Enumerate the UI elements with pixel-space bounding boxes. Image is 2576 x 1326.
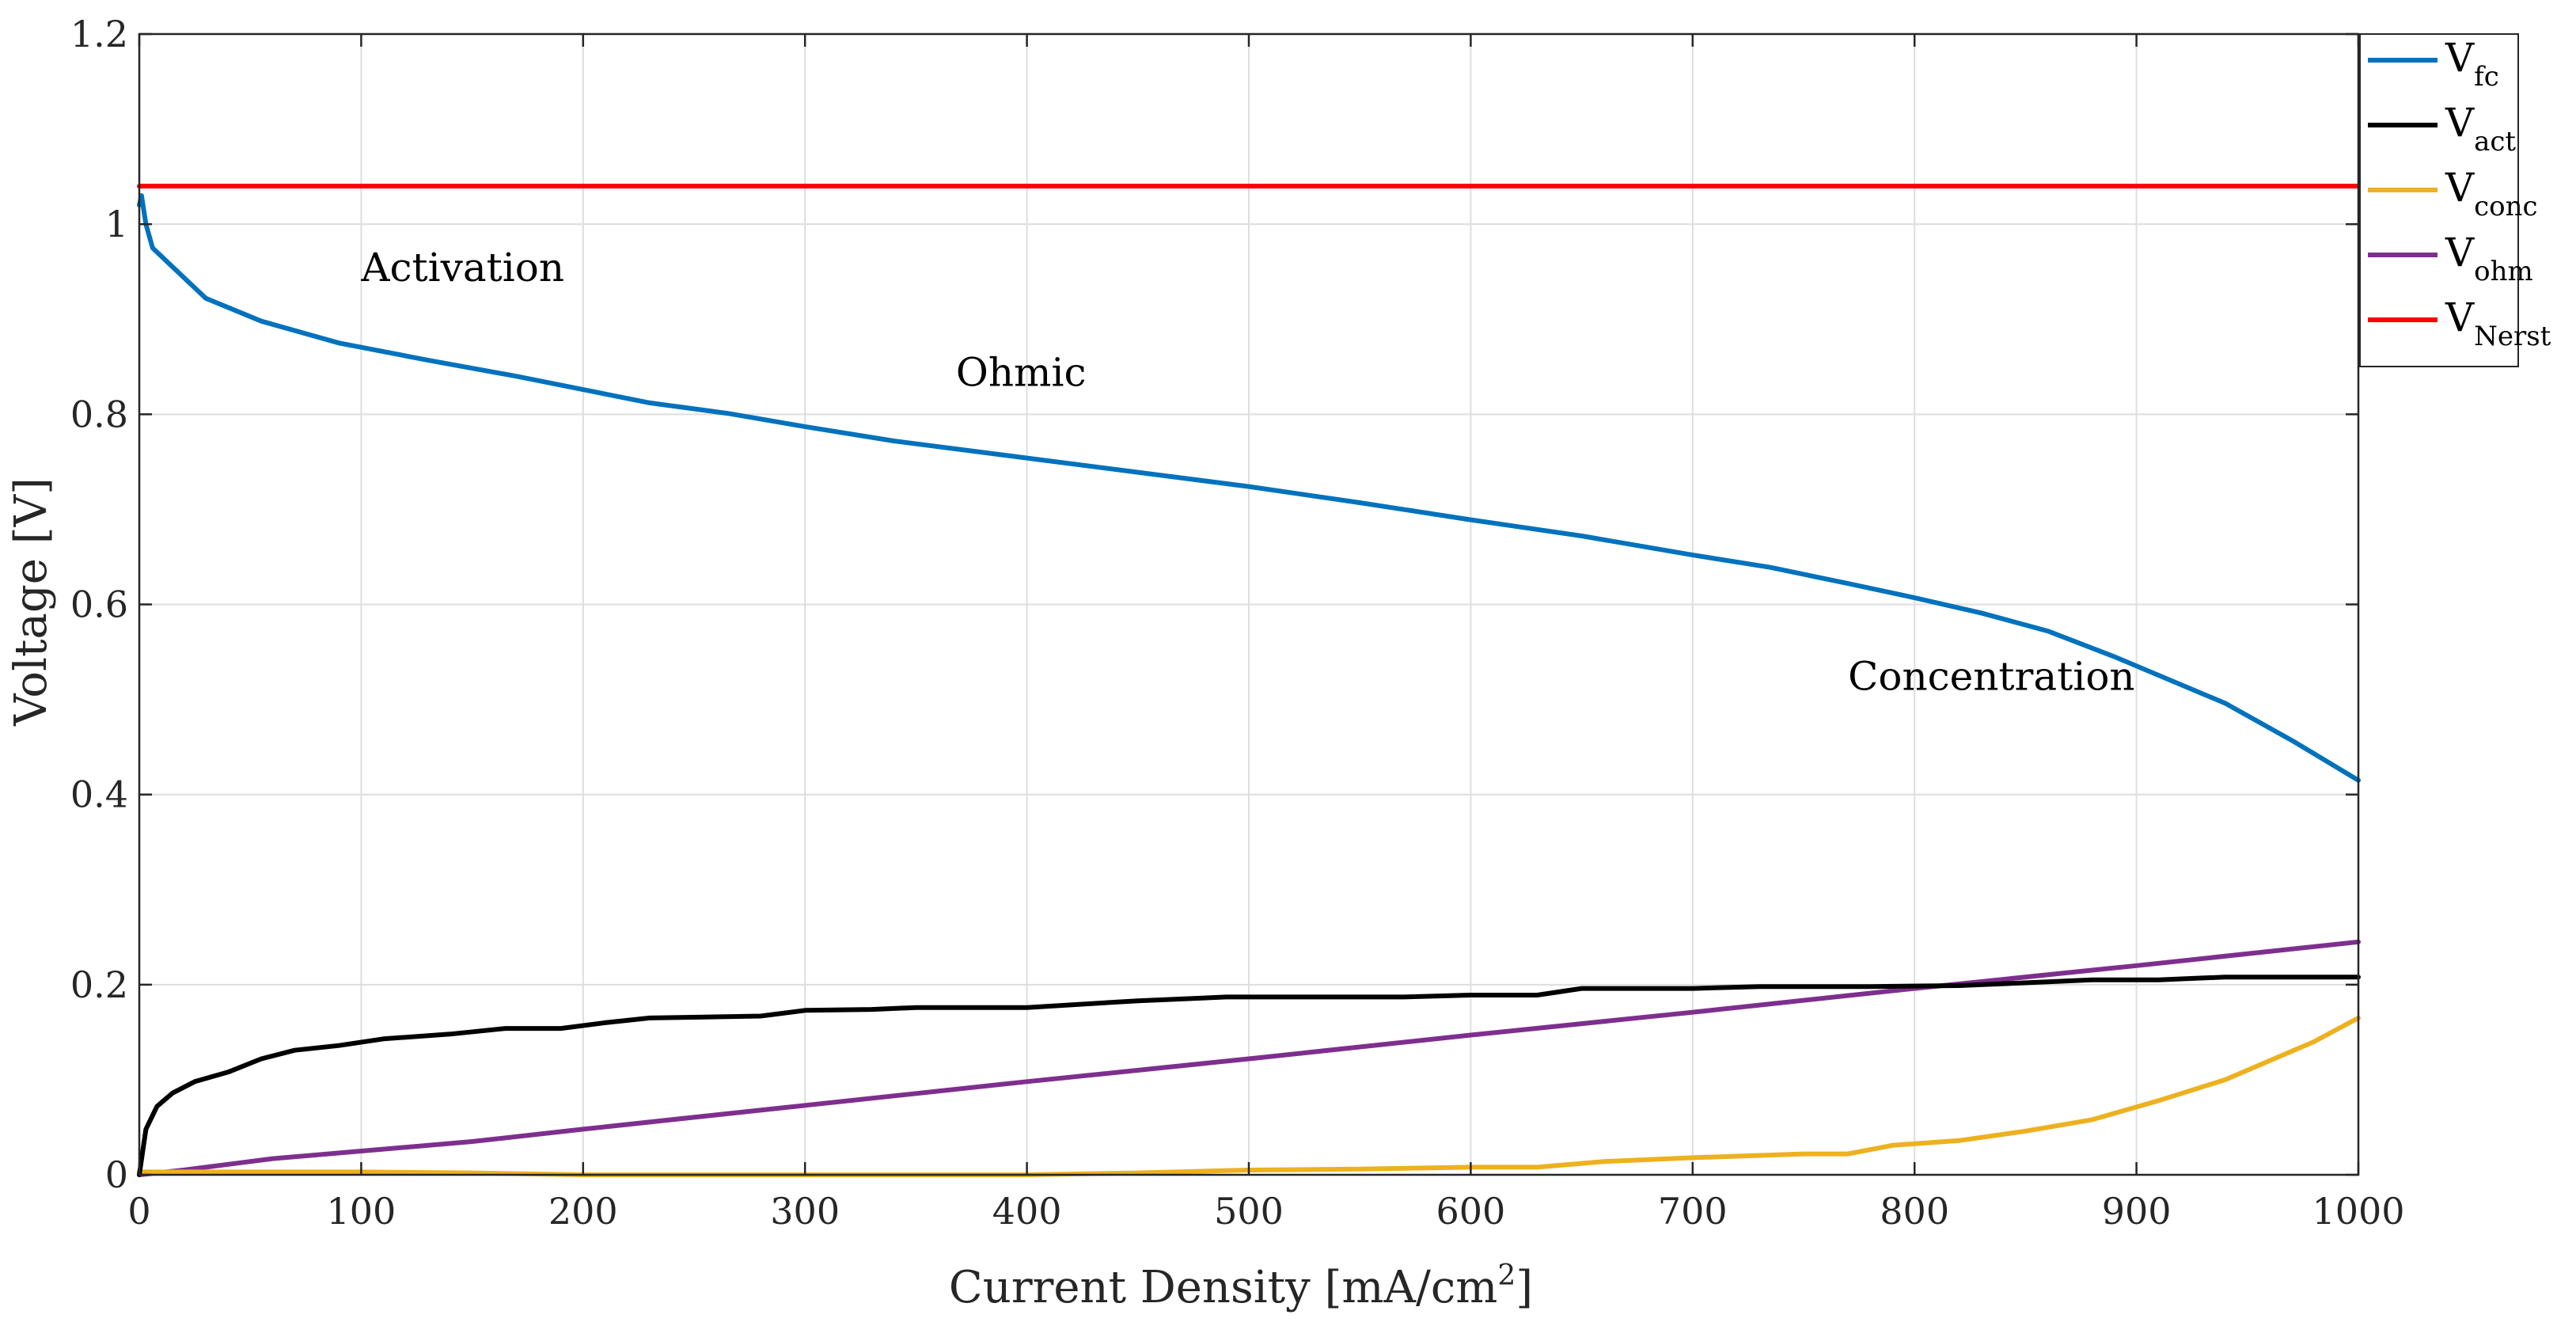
axis-ticks: 0 100 200 300 400 500 600 700 800 900 1000 0 0.2 0.4 0…: [70, 13, 2405, 1233]
legend-entry-v-fc: Vfc: [2445, 35, 2499, 93]
x-axis-label-superscript: 2: [1497, 1260, 1516, 1292]
legend-entry-main: V: [2445, 100, 2475, 146]
legend-entry-v-act: Vact: [2445, 100, 2516, 158]
legend-entry-subscript: fc: [2474, 61, 2499, 93]
x-tick-label: 1000: [2312, 1190, 2404, 1233]
series-line-v-act: [137, 975, 2361, 1177]
x-tick-label: 200: [548, 1190, 618, 1233]
legend-box: [2359, 33, 2519, 367]
series-line-v-fc: [137, 193, 2361, 783]
x-tick-label: 500: [1214, 1190, 1284, 1233]
x-tick-label: 300: [770, 1190, 840, 1233]
legend-entry-v-nerst: VNerst: [2445, 294, 2551, 352]
series-line-v-ohm: [137, 939, 2361, 1177]
legend-entry-main: V: [2445, 35, 2475, 81]
x-tick-label: 0: [127, 1190, 150, 1233]
y-tick-label: 0.6: [70, 583, 128, 626]
y-tick-label: 0: [105, 1153, 128, 1196]
legend-entry-subscript: Nerst: [2474, 321, 2551, 352]
annotation-ohmic: Ohmic: [956, 349, 1087, 395]
x-axis-label: Current Density [mA/cm2]: [949, 1260, 1533, 1313]
annotations: Activation Ohmic Concentration: [360, 245, 2134, 699]
legend-entry-v-ohm: Vohm: [2445, 230, 2533, 287]
annotation-concentration: Concentration: [1848, 654, 2135, 700]
legend-entry-subscript: conc: [2474, 191, 2537, 222]
x-axis-label-end: ]: [1516, 1262, 1533, 1313]
x-tick-label: 100: [326, 1190, 396, 1233]
y-tick-label: 1: [105, 203, 128, 245]
x-tick-label: 600: [1436, 1190, 1505, 1233]
y-tick-label: 0.8: [70, 393, 128, 435]
x-axis-label-main: Current Density [mA/cm: [949, 1262, 1497, 1313]
x-tick-label: 400: [992, 1190, 1062, 1233]
y-tick-label: 0.4: [70, 773, 128, 816]
y-axis-label: Voltage [V]: [6, 477, 57, 727]
y-tick-label: 1.2: [70, 13, 128, 55]
legend-entry-v-conc: Vconc: [2445, 165, 2538, 222]
x-tick-label: 700: [1658, 1190, 1728, 1233]
y-tick-label: 0.2: [70, 963, 128, 1006]
annotation-activation: Activation: [360, 245, 564, 291]
legend-entry-main: V: [2445, 294, 2475, 340]
legend-entry-main: V: [2445, 230, 2475, 275]
legend-entry-main: V: [2445, 165, 2475, 211]
legend-entry-subscript: ohm: [2474, 256, 2533, 287]
x-tick-label: 900: [2102, 1190, 2172, 1233]
legend-entry-subscript: act: [2474, 126, 2516, 158]
x-tick-label: 800: [1880, 1190, 1949, 1233]
